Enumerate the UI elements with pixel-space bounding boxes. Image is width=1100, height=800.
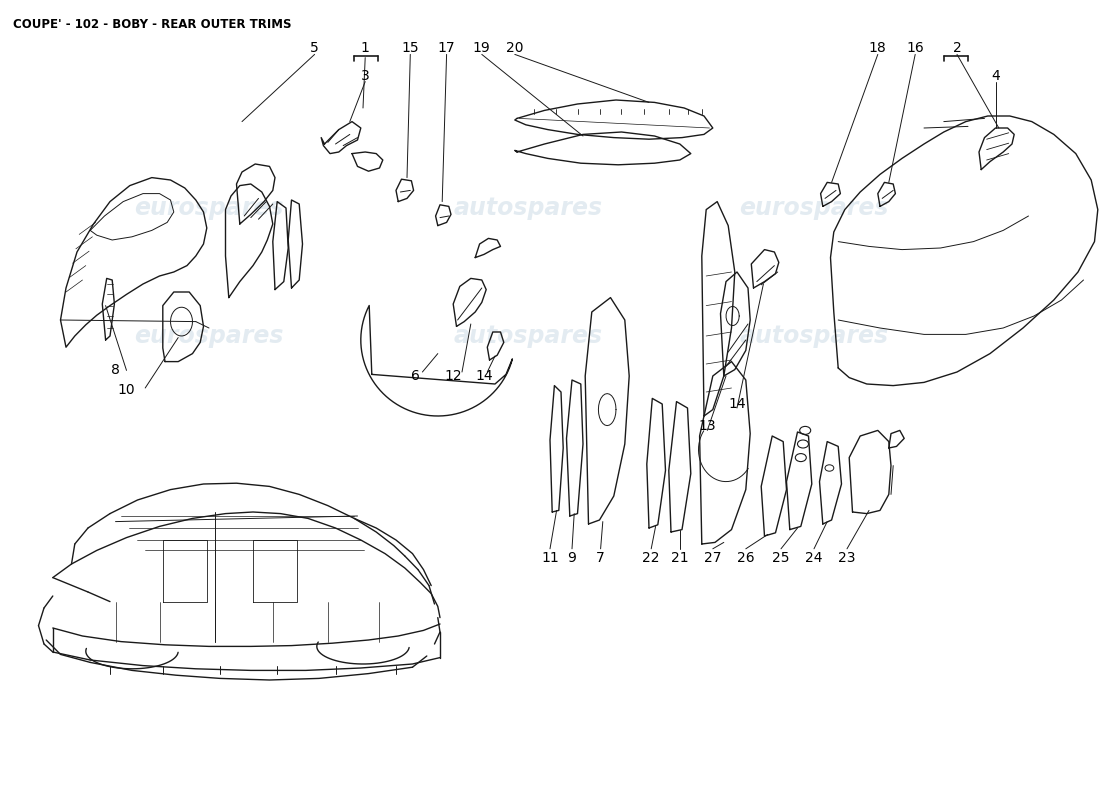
Text: eurospares: eurospares [134, 324, 284, 348]
Text: 4: 4 [991, 69, 1000, 83]
Text: 2: 2 [953, 41, 961, 55]
Text: eurospares: eurospares [739, 196, 889, 220]
Text: autospares: autospares [453, 196, 603, 220]
Text: 9: 9 [568, 551, 576, 566]
Text: 19: 19 [473, 41, 491, 55]
Text: 5: 5 [310, 41, 319, 55]
Text: 6: 6 [411, 369, 420, 383]
Text: 3: 3 [361, 69, 370, 83]
Text: 14: 14 [728, 397, 746, 411]
Text: 17: 17 [438, 41, 455, 55]
Text: autospares: autospares [453, 324, 603, 348]
Text: 18: 18 [869, 41, 887, 55]
Text: 23: 23 [838, 551, 856, 566]
Text: eurospares: eurospares [134, 196, 284, 220]
Text: 10: 10 [118, 383, 135, 398]
Text: 12: 12 [444, 369, 462, 383]
Text: 27: 27 [704, 551, 722, 566]
Text: 11: 11 [541, 551, 559, 566]
Text: 20: 20 [506, 41, 524, 55]
Text: 26: 26 [737, 551, 755, 566]
Text: 8: 8 [111, 363, 120, 378]
Text: 16: 16 [906, 41, 924, 55]
Text: 7: 7 [596, 551, 605, 566]
Text: 13: 13 [698, 418, 716, 433]
Text: autospares: autospares [739, 324, 889, 348]
Text: 25: 25 [772, 551, 790, 566]
Text: 22: 22 [642, 551, 660, 566]
Text: 15: 15 [402, 41, 419, 55]
Text: 21: 21 [671, 551, 689, 566]
Text: 1: 1 [361, 41, 370, 55]
Text: 14: 14 [475, 369, 493, 383]
Text: 24: 24 [805, 551, 823, 566]
Text: COUPE' - 102 - BOBY - REAR OUTER TRIMS: COUPE' - 102 - BOBY - REAR OUTER TRIMS [13, 18, 292, 30]
